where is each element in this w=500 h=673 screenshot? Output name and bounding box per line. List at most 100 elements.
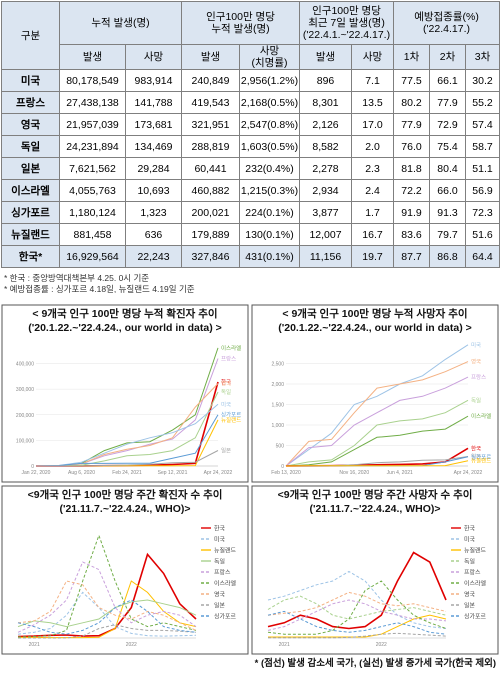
subheader-row: 발생 사망 발생 사망 (치명률) 발생 사망 1차 2차 3차 (2, 44, 500, 70)
y-tick-label: 400,000 (16, 362, 34, 368)
panel-border (1, 485, 249, 655)
subheader-cell: 사망 (치명률) (239, 44, 300, 70)
table-row: 이스라엘 4,055,763 10,693 460,882 1,215(0.3%) 2,9… (1, 179, 500, 202)
end-label: 독일 (471, 396, 481, 404)
y-tick-label: 1,000 (271, 423, 284, 429)
series-line (17, 599, 197, 628)
y-tick-label: 500 (276, 444, 285, 450)
table-cell: 4,055,763 (59, 179, 126, 202)
table-cell: 2,168(0.5%) (239, 91, 300, 114)
y-tick-label: 0 (31, 464, 34, 470)
table-cell: 66.0 (429, 179, 467, 202)
panel-title: < 9개국 인구 100만 명당 누적 확진자 추이 (32, 307, 217, 320)
table-cell: 51.6 (465, 223, 500, 246)
table-cell: 17.0 (350, 113, 395, 136)
series-line (267, 551, 447, 630)
legend-label: 미국 (214, 536, 226, 544)
end-label: 프랑스 (221, 355, 236, 362)
country-cell: 한국* (1, 245, 60, 268)
country-cell: 독일 (1, 135, 60, 158)
table-cell: 87.7 (393, 245, 431, 268)
series-line (285, 376, 469, 467)
y-tick-label: 2,500 (271, 362, 284, 368)
table-cell: 460,882 (181, 179, 240, 202)
table-cell: 60,441 (181, 157, 240, 180)
end-label: 영국 (221, 380, 231, 388)
legend-label: 영국 (214, 591, 226, 599)
header-cell: 인구100만 명당 최근 7일 발생(명) ('22.4.1.~'22.4.17.) (298, 1, 395, 45)
legend-label: 뉴질랜드 (214, 547, 237, 555)
legend-label: 일본 (464, 602, 476, 610)
header-text: 누적 발생(명) (91, 17, 150, 29)
legend-label: 미국 (464, 536, 476, 544)
series-line (36, 450, 219, 467)
end-label: 싱가포르 (471, 453, 491, 461)
table-cell: 179,889 (181, 223, 240, 246)
legend-label: 프랑스 (214, 570, 231, 577)
table-cell: 16,929,564 (59, 245, 126, 268)
series-line (17, 591, 197, 637)
table-row: 영국 21,957,039 173,681 321,951 2,547(0.8%) 2,1… (1, 113, 500, 136)
panel-border (1, 304, 249, 483)
subheader-text: 1차 (403, 51, 420, 63)
y-tick-label: 300,000 (16, 387, 34, 393)
subheader-text: 2차 (439, 51, 456, 63)
note: * 예방접종률 : 싱가포르 4.18일, 뉴질랜드 4.19일 기준 (4, 284, 195, 294)
series-line (268, 614, 447, 638)
table-cell: 66.1 (429, 69, 467, 92)
table-cell: 80.4 (429, 157, 467, 180)
panel-title: ('20.1.22.~'22.4.24., our world in data)… (278, 322, 472, 334)
series-line (17, 599, 197, 635)
x-tick-label: Jun 4, 2021 (387, 470, 413, 476)
x-tick-label: Jan 22, 2020 (22, 470, 51, 476)
legend-label: 프랑스 (464, 570, 481, 577)
table-cell: 2,547(0.8%) (239, 113, 300, 136)
country-cell: 일본 (1, 157, 60, 180)
end-label: 일본 (221, 447, 231, 455)
end-label: 한국 (471, 445, 481, 452)
series-line (285, 361, 469, 467)
panel-border (251, 304, 499, 483)
table-cell: 24,231,894 (59, 135, 126, 158)
subheader-text: 3차 (474, 51, 491, 63)
end-label: 독일 (221, 388, 231, 396)
series-line (35, 414, 219, 467)
subheader-cell: 3차 (465, 44, 500, 70)
header-text: 최근 7일 발생(명) (308, 17, 385, 29)
x-tick-label: Nov 16, 2020 (339, 470, 369, 476)
end-label: 뉴질랜드 (471, 457, 491, 465)
legend-label: 독일 (464, 558, 475, 566)
table-row: 한국* 16,929,564 22,243 327,846 431(0.1%) 11,15… (1, 245, 500, 268)
table-cell: 86.8 (429, 245, 467, 268)
table-cell: 58.7 (465, 135, 500, 158)
country-cell: 영국 (1, 113, 60, 136)
end-label: 이스라엘 (471, 412, 491, 420)
series-line (17, 580, 197, 631)
legend-label: 일본 (214, 602, 226, 610)
table-cell: 134,469 (125, 135, 182, 158)
header-text: ('22.4.17.) (423, 23, 470, 35)
legend-label: 영국 (464, 591, 476, 599)
header-text: 인구100만 명당 (312, 5, 381, 17)
header-text: 인구100만 명당 (206, 11, 275, 23)
end-label: 한국 (221, 379, 231, 386)
end-label: 뉴질랜드 (221, 416, 241, 424)
panel-title: ('20.1.22.~'22.4.24., our world in data)… (28, 322, 222, 334)
legend-label: 이스라엘 (464, 580, 487, 588)
table-cell: 19.7 (350, 245, 395, 268)
panel-title: <9개국 인구 100만 명당 주간 확진자 수 추이 (28, 488, 223, 501)
subheader-text: 사망 (143, 51, 164, 63)
header-text: ('22.4.1.~'22.4.17.) (302, 29, 391, 41)
table-cell: 327,846 (181, 245, 240, 268)
x-tick-label: Aug 6, 2020 (68, 470, 95, 476)
header-cell: 구분 (1, 1, 60, 70)
subheader-text: 사망 (259, 45, 280, 58)
table-cell: 431(0.1%) (239, 245, 300, 268)
series-line (285, 399, 469, 467)
table-cell: 13.5 (350, 91, 395, 114)
subheader-text: (치명률) (251, 57, 288, 69)
end-label: 싱가포르 (221, 411, 241, 419)
panel-title: <9개국 인구 100만 명당 주간 사망자 수 추이 (278, 488, 473, 501)
panel-title: < 9개국 인구 100만 명당 누적 사망자 추이 (282, 307, 467, 320)
